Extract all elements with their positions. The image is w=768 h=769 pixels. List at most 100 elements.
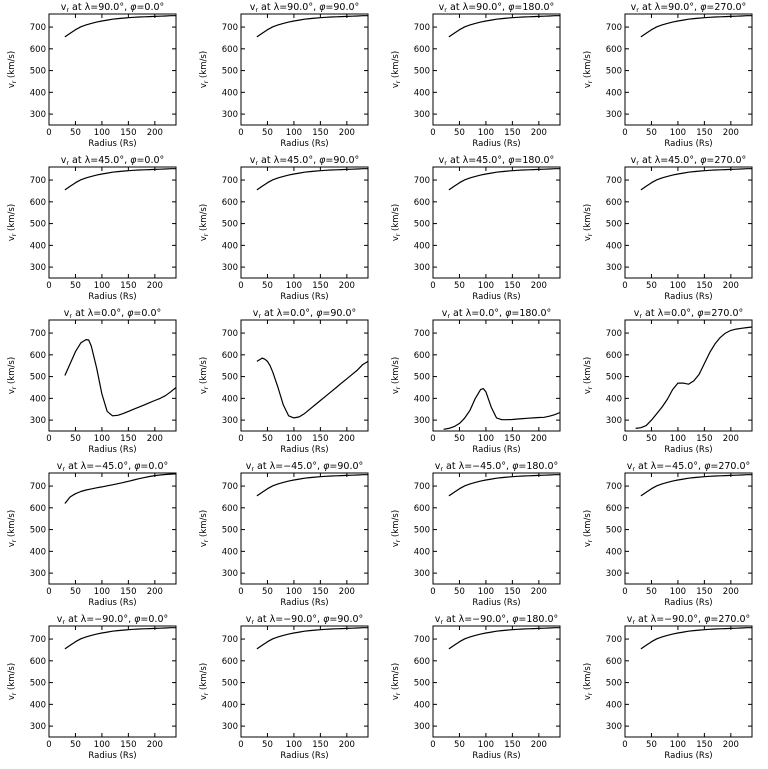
y-tick-label: 600	[606, 504, 622, 514]
y-tick-label: 700	[30, 329, 46, 339]
plot-frame	[432, 625, 561, 738]
plot-frame	[624, 625, 753, 738]
chart-svg: vr at λ=−90.0°, φ=90.0° 0 50 100 150 200 300 40…	[199, 614, 369, 761]
x-tick-label: 50	[454, 740, 465, 750]
chart-svg: vr at λ=45.0°, φ=0.0° 0 50 100 150 200 300 400 5…	[7, 155, 177, 302]
x-tick-label: 50	[646, 587, 657, 597]
y-axis-label: vr (km/s)	[583, 357, 594, 394]
chart-title: vr at λ=90.0°, φ=270.0°	[631, 2, 747, 14]
y-tick-label: 700	[606, 329, 622, 339]
y-tick-label: 600	[30, 504, 46, 514]
x-axis-label: Radius (Rs)	[280, 292, 328, 302]
y-axis-label: vr (km/s)	[199, 204, 210, 241]
x-tick-label: 200	[531, 740, 547, 750]
x-axis-label: Radius (Rs)	[88, 292, 136, 302]
series-line	[256, 357, 369, 419]
y-axis-label: vr (km/s)	[7, 357, 18, 394]
chart-title: vr at λ=−45.0°, φ=270.0°	[627, 461, 751, 473]
x-tick-label: 0	[238, 740, 243, 750]
plot-frame	[432, 166, 561, 279]
chart-panel: vr at λ=−90.0°, φ=90.0° 0 50 100 150 200 300 40…	[192, 612, 384, 769]
chart-panel: vr at λ=−45.0°, φ=90.0° 0 50 100 150 200 300 40…	[192, 459, 384, 616]
y-tick-label: 400	[414, 394, 430, 404]
y-axis-label: vr (km/s)	[7, 204, 18, 241]
y-tick-label: 400	[30, 394, 46, 404]
y-tick-label: 600	[30, 657, 46, 667]
y-tick-label: 500	[30, 67, 46, 77]
y-tick-label: 600	[222, 504, 238, 514]
chart-panel: vr at λ=0.0°, φ=0.0° 0 50 100 150 200 300 400 50…	[0, 306, 192, 463]
x-tick-label: 200	[147, 740, 163, 750]
chart-panel: vr at λ=90.0°, φ=270.0° 0 50 100 150 200 300 40…	[576, 0, 768, 157]
chart-svg: vr at λ=45.0°, φ=90.0° 0 50 100 150 200 300 400…	[199, 155, 369, 302]
y-tick-label: 500	[414, 220, 430, 230]
x-tick-label: 200	[723, 434, 739, 444]
y-tick-label: 500	[414, 679, 430, 689]
y-tick-label: 300	[222, 416, 238, 426]
y-tick-label: 600	[414, 45, 430, 55]
x-tick-label: 100	[478, 740, 494, 750]
x-tick-label: 100	[286, 128, 302, 138]
y-tick-label: 600	[606, 198, 622, 208]
x-tick-label: 50	[454, 587, 465, 597]
y-tick-label: 700	[414, 635, 430, 645]
x-tick-label: 100	[670, 740, 686, 750]
y-tick-label: 600	[30, 45, 46, 55]
x-tick-label: 100	[94, 587, 110, 597]
x-tick-label: 200	[147, 281, 163, 291]
x-axis-label: Radius (Rs)	[88, 751, 136, 761]
x-tick-label: 150	[696, 434, 712, 444]
y-tick-label: 700	[606, 635, 622, 645]
x-tick-label: 50	[454, 281, 465, 291]
y-tick-label: 500	[222, 526, 238, 536]
y-tick-label: 300	[414, 722, 430, 732]
y-tick-label: 300	[222, 110, 238, 120]
chart-panel: vr at λ=−45.0°, φ=0.0° 0 50 100 150 200 300 400…	[0, 459, 192, 616]
y-tick-label: 700	[222, 23, 238, 33]
y-tick-label: 400	[414, 88, 430, 98]
y-axis-label: vr (km/s)	[7, 663, 18, 700]
x-tick-label: 0	[46, 740, 51, 750]
x-axis-label: Radius (Rs)	[280, 139, 328, 149]
x-tick-label: 0	[46, 587, 51, 597]
y-tick-label: 700	[30, 635, 46, 645]
x-tick-label: 50	[262, 434, 273, 444]
y-tick-label: 400	[30, 700, 46, 710]
x-tick-label: 200	[147, 434, 163, 444]
series-line	[640, 168, 752, 191]
x-tick-label: 200	[723, 587, 739, 597]
y-tick-label: 700	[222, 482, 238, 492]
y-tick-label: 400	[222, 700, 238, 710]
x-tick-label: 50	[70, 740, 81, 750]
x-tick-label: 0	[430, 128, 435, 138]
y-tick-label: 400	[606, 547, 622, 557]
x-axis-label: Radius (Rs)	[664, 751, 712, 761]
chart-svg: vr at λ=90.0°, φ=180.0° 0 50 100 150 200 300 40…	[391, 2, 561, 149]
x-tick-label: 50	[262, 128, 273, 138]
y-tick-label: 600	[222, 45, 238, 55]
y-axis-label: vr (km/s)	[199, 357, 210, 394]
y-tick-label: 700	[606, 176, 622, 186]
series-line	[640, 474, 752, 497]
chart-panel: vr at λ=90.0°, φ=0.0° 0 50 100 150 200 300 400 5…	[0, 0, 192, 157]
plot-frame	[240, 625, 369, 738]
y-axis-label: vr (km/s)	[583, 510, 594, 547]
series-line	[448, 474, 560, 497]
x-tick-label: 50	[646, 128, 657, 138]
x-tick-label: 200	[723, 281, 739, 291]
x-tick-label: 150	[120, 128, 136, 138]
chart-title: vr at λ=45.0°, φ=90.0°	[250, 155, 360, 167]
y-tick-label: 400	[414, 241, 430, 251]
x-tick-label: 50	[70, 587, 81, 597]
x-tick-label: 0	[46, 434, 51, 444]
y-tick-label: 500	[222, 220, 238, 230]
x-axis-label: Radius (Rs)	[664, 445, 712, 455]
x-tick-label: 200	[531, 281, 547, 291]
chart-title: vr at λ=0.0°, φ=0.0°	[64, 308, 162, 320]
plot-frame	[240, 13, 369, 126]
chart-svg: vr at λ=0.0°, φ=180.0° 0 50 100 150 200 300 400…	[391, 308, 561, 455]
x-tick-label: 200	[723, 740, 739, 750]
x-tick-label: 150	[504, 587, 520, 597]
x-tick-label: 150	[120, 740, 136, 750]
chart-svg: vr at λ=90.0°, φ=0.0° 0 50 100 150 200 300 400 5…	[7, 2, 177, 149]
